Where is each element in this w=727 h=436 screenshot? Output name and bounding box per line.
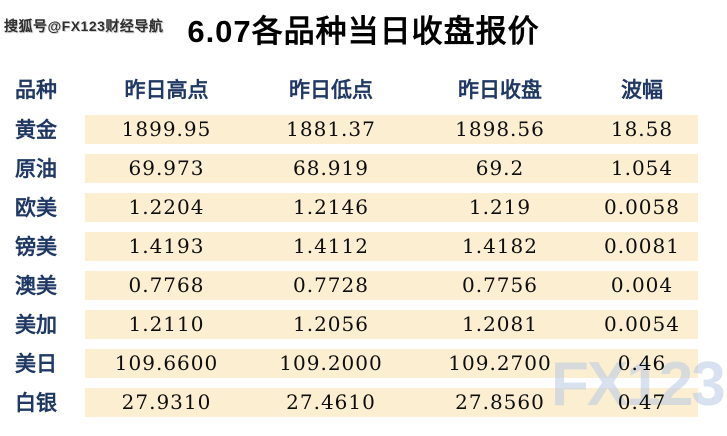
- cell-high: 1.2110: [128, 312, 205, 336]
- table-row: 美日 109.6600 109.2000 109.2700 0.46: [0, 349, 727, 378]
- cell-high: 109.6600: [114, 351, 219, 375]
- table-row: 美加 1.2110 1.2056 1.2081 0.0054: [0, 310, 727, 339]
- column-header-range: 波幅: [621, 77, 663, 102]
- cell-range: 0.46: [617, 351, 667, 375]
- column-header-low: 昨日低点: [289, 77, 373, 102]
- cell-low: 1881.37: [286, 117, 376, 141]
- table-row: 镑美 1.4193 1.4112 1.4182 0.0081: [0, 232, 727, 261]
- product-label: 镑美: [15, 234, 57, 259]
- cell-range: 0.0081: [604, 234, 680, 258]
- cell-close: 69.2: [475, 156, 525, 180]
- cell-high: 27.9310: [121, 390, 212, 414]
- column-header-close: 昨日收盘: [458, 77, 542, 102]
- cell-range: 0.0058: [604, 195, 680, 219]
- cell-range: 0.47: [617, 390, 667, 414]
- product-label: 黄金: [15, 117, 57, 142]
- cell-close: 1898.56: [455, 117, 545, 141]
- cell-close: 0.7756: [462, 273, 538, 297]
- cell-close: 1.4182: [462, 234, 538, 258]
- product-label: 白银: [15, 390, 57, 415]
- cell-range: 0.0054: [604, 312, 680, 336]
- cell-range: 0.004: [610, 273, 674, 297]
- cell-close: 1.219: [468, 195, 532, 219]
- cell-high: 1.4193: [128, 234, 205, 258]
- product-label: 欧美: [15, 195, 57, 220]
- cell-low: 1.4112: [293, 234, 369, 258]
- column-header-product: 品种: [15, 77, 57, 102]
- table-row: 白银 27.9310 27.4610 27.8560 0.47: [0, 388, 727, 417]
- cell-close: 27.8560: [455, 390, 545, 414]
- cell-close: 109.2700: [448, 351, 552, 375]
- cell-low: 27.4610: [286, 390, 376, 414]
- cell-high: 0.7768: [128, 273, 205, 297]
- product-label: 美加: [15, 312, 57, 337]
- page-title: 6.07各品种当日收盘报价: [187, 14, 540, 49]
- table-header-row: 品种 昨日高点 昨日低点 昨日收盘 波幅: [0, 74, 727, 104]
- column-header-high: 昨日高点: [124, 77, 209, 102]
- table-row: 黄金 1899.95 1881.37 1898.56 18.58: [0, 115, 727, 144]
- product-label: 澳美: [15, 273, 57, 298]
- source-watermark: 搜狐号@FX123财经导航: [4, 18, 164, 34]
- product-label: 美日: [15, 351, 57, 376]
- cell-high: 1899.95: [121, 117, 212, 141]
- cell-high: 69.973: [128, 156, 205, 180]
- cell-high: 1.2204: [128, 195, 205, 219]
- cell-low: 0.7728: [293, 273, 369, 297]
- table-row: 原油 69.973 68.919 69.2 1.054: [0, 154, 727, 183]
- cell-range: 1.054: [610, 156, 674, 180]
- product-label: 原油: [15, 156, 57, 181]
- cell-range: 18.58: [610, 117, 674, 141]
- cell-close: 1.2081: [462, 312, 538, 336]
- cell-low: 68.919: [293, 156, 369, 180]
- table-row: 欧美 1.2204 1.2146 1.219 0.0058: [0, 193, 727, 222]
- quotes-table: 品种 昨日高点 昨日低点 昨日收盘 波幅 黄金 1899.95 1881.37 …: [0, 74, 727, 417]
- cell-low: 109.2000: [279, 351, 383, 375]
- cell-low: 1.2056: [293, 312, 369, 336]
- table-row: 澳美 0.7768 0.7728 0.7756 0.004: [0, 271, 727, 300]
- cell-low: 1.2146: [293, 195, 369, 219]
